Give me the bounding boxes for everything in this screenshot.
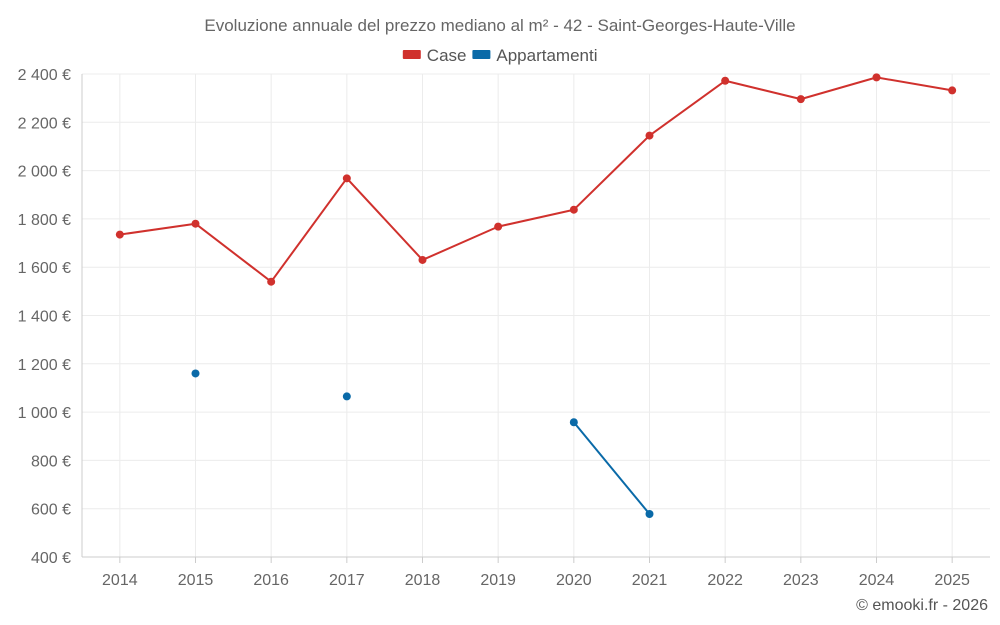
data-point[interactable] [418, 255, 427, 264]
series-line-segment [799, 76, 878, 101]
data-point[interactable] [948, 86, 957, 95]
data-point[interactable] [796, 95, 805, 104]
y-tick-label: 2 200 € [18, 115, 71, 132]
series-line-segment [572, 421, 651, 516]
data-point[interactable] [569, 418, 578, 427]
legend: Case Appartamenti [402, 46, 598, 65]
series-line-segment [724, 79, 802, 101]
series-line-segment [194, 222, 273, 283]
series-line-segment [572, 134, 651, 211]
legend-label: Appartamenti [496, 46, 597, 65]
series-line-segment [345, 177, 424, 261]
data-point[interactable] [645, 510, 654, 519]
data-point[interactable] [645, 131, 654, 140]
series-layer [115, 73, 957, 519]
series-line-segment [875, 76, 954, 92]
x-tick-label: 2019 [480, 572, 516, 589]
x-tick-label: 2020 [556, 572, 592, 589]
series-line-segment [118, 222, 197, 236]
data-point[interactable] [115, 230, 124, 239]
x-tick-label: 2025 [934, 572, 970, 589]
y-tick-label: 2 000 € [18, 164, 71, 181]
y-tick-label: 1 600 € [18, 260, 71, 277]
y-tick-label: 800 € [31, 453, 71, 470]
y-tick-label: 1 000 € [18, 405, 71, 422]
y-tick-label: 2 400 € [18, 67, 71, 84]
series-case [115, 73, 957, 286]
y-tick-label: 400 € [31, 550, 71, 567]
x-tick-label: 2022 [707, 572, 743, 589]
x-tick-label: 2018 [405, 572, 441, 589]
x-tick-label: 2017 [329, 572, 365, 589]
y-tick-label: 1 800 € [18, 212, 71, 229]
grid [82, 73, 990, 557]
series-appartamenti [191, 369, 654, 519]
x-tick-label: 2021 [632, 572, 668, 589]
y-tick-label: 1 200 € [18, 357, 71, 374]
x-tick-label: 2016 [253, 572, 289, 589]
data-point[interactable] [267, 277, 276, 286]
y-tick-label: 1 400 € [18, 309, 71, 326]
chart-title: Evoluzione annuale del prezzo mediano al… [204, 16, 795, 35]
legend-item-case[interactable]: Case [402, 46, 467, 65]
series-line-segment [270, 177, 348, 283]
data-point[interactable] [342, 174, 351, 183]
data-point[interactable] [191, 219, 200, 228]
legend-swatch [402, 50, 421, 59]
data-point[interactable] [191, 369, 200, 378]
y-tick-label: 600 € [31, 502, 71, 519]
axes: 400 € 600 € 800 € 1 000 € 1 200 € 1 400 € 1 60… [18, 67, 990, 589]
credit-text: © emooki.fr - 2026 [856, 597, 988, 614]
series-line-segment [648, 79, 727, 137]
series-line-segment [497, 208, 575, 228]
legend-swatch [472, 50, 491, 59]
data-point[interactable] [494, 222, 503, 231]
data-point[interactable] [342, 392, 351, 401]
data-point[interactable] [721, 76, 730, 85]
legend-label: Case [427, 46, 467, 65]
series-line-segment [421, 225, 500, 261]
x-tick-label: 2024 [859, 572, 895, 589]
x-tick-label: 2014 [102, 572, 138, 589]
x-tick-label: 2015 [178, 572, 214, 589]
data-point[interactable] [569, 205, 578, 214]
legend-item-appartamenti[interactable]: Appartamenti [472, 46, 598, 65]
x-tick-label: 2023 [783, 572, 819, 589]
data-point[interactable] [872, 73, 881, 82]
